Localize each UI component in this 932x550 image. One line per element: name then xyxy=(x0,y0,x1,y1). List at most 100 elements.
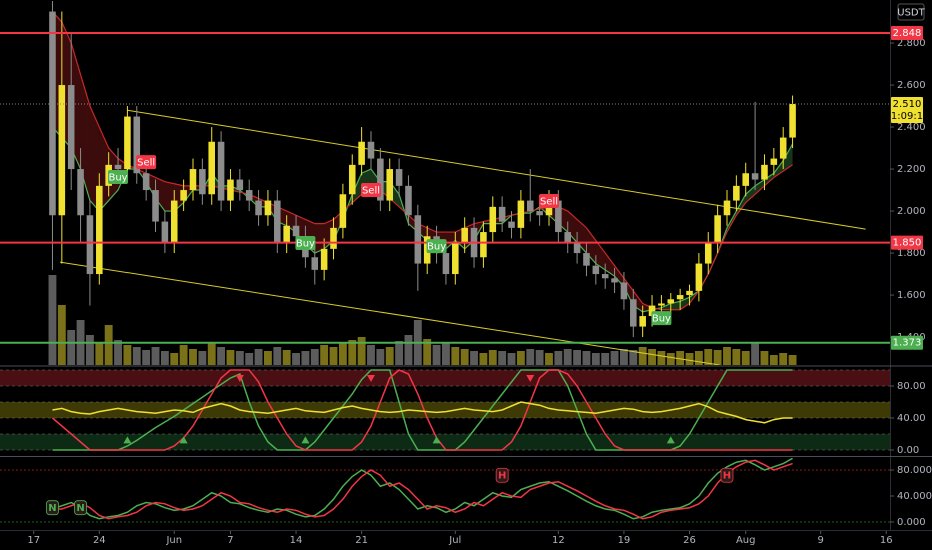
ribbon-fill xyxy=(783,143,793,172)
candle-body xyxy=(255,200,262,216)
x-tick-label: 26 xyxy=(683,535,696,546)
candle-body xyxy=(442,253,450,275)
pattern-box xyxy=(74,500,87,516)
signal-label: Sell xyxy=(540,196,558,207)
candle-body xyxy=(461,227,468,243)
candle-body xyxy=(536,211,543,216)
price-tag-label: 1.373 xyxy=(893,338,922,349)
candle-body xyxy=(49,11,56,216)
candle-body xyxy=(480,232,487,258)
volume-bar xyxy=(114,340,122,365)
ribbon-fill xyxy=(764,173,774,186)
volume-bar xyxy=(629,350,638,365)
candle-body xyxy=(714,215,721,243)
volume-bar xyxy=(189,349,197,365)
x-tick-label: 14 xyxy=(290,535,303,546)
volume-bar xyxy=(591,353,600,365)
candle-body xyxy=(564,232,572,243)
pattern-box xyxy=(720,467,734,483)
signal-box xyxy=(108,170,129,185)
volume-bar xyxy=(264,351,272,365)
candle-body xyxy=(761,164,768,180)
candle-body xyxy=(611,278,618,283)
ribbon-fill xyxy=(155,177,165,212)
volume-bar xyxy=(329,347,338,365)
y-tick-label: 2.200 xyxy=(897,164,926,175)
candle-body xyxy=(77,169,84,216)
pattern-box xyxy=(46,500,59,516)
volume-bar xyxy=(367,345,375,365)
volume-bar xyxy=(694,351,703,365)
y-tick-label: 40.00 xyxy=(897,413,926,424)
candle-body xyxy=(395,169,403,186)
trendline xyxy=(59,261,720,365)
volume-bar xyxy=(460,349,469,365)
candle-body xyxy=(630,299,637,327)
volume-bar xyxy=(648,349,656,365)
signal-triangle xyxy=(526,375,535,382)
candle-body xyxy=(86,215,94,275)
candle-body xyxy=(648,305,656,317)
ribbon-fill xyxy=(773,160,784,178)
volume-bar xyxy=(676,351,685,365)
volume-bar xyxy=(104,325,113,365)
x-tick-label: 12 xyxy=(552,535,565,546)
candle-body xyxy=(405,185,412,216)
candle-body xyxy=(555,200,562,233)
y-tick-label: 2.000 xyxy=(897,206,926,217)
price-tag-label: 2.848 xyxy=(893,28,922,39)
price-tag-label: 1.850 xyxy=(893,238,922,249)
signal-triangle xyxy=(123,436,132,444)
volume-bar xyxy=(723,347,731,365)
volume-bar xyxy=(235,351,244,365)
candle-body xyxy=(292,225,300,237)
volume-bar xyxy=(151,347,160,365)
candle-body xyxy=(686,290,693,296)
ribbon-fill xyxy=(745,185,756,203)
candle-body xyxy=(58,85,66,216)
volume-bar xyxy=(704,349,713,365)
volume-bar xyxy=(348,340,357,365)
x-tick-label: 16 xyxy=(880,535,893,546)
volume-bar xyxy=(451,347,460,365)
volume-bar xyxy=(282,350,291,365)
signal-label: Sell xyxy=(137,158,155,169)
candle-body xyxy=(414,215,422,264)
volume-bar xyxy=(741,351,750,365)
candle-body xyxy=(133,116,141,174)
stochastic-pane: N N H H xyxy=(0,458,890,523)
candle-body xyxy=(208,141,216,195)
ribbon-fill xyxy=(567,211,578,243)
volume-bar xyxy=(779,353,788,365)
signal-triangle xyxy=(666,436,675,444)
volume-bar xyxy=(638,347,647,365)
volume-bar xyxy=(732,349,741,365)
volume-bar xyxy=(179,345,188,365)
signal-box xyxy=(136,155,157,170)
x-tick-label: Jun xyxy=(165,535,182,546)
volume-bar xyxy=(292,353,300,365)
volume-bar xyxy=(207,343,216,365)
candle-body xyxy=(639,316,646,327)
pattern-box xyxy=(495,467,509,483)
volume-bar xyxy=(582,351,591,365)
price-tag xyxy=(891,96,923,123)
candle-body xyxy=(573,242,581,254)
volume-bar xyxy=(545,353,553,365)
currency-box xyxy=(897,3,925,21)
x-tick-label: 24 xyxy=(93,535,106,546)
candle-body xyxy=(170,200,178,243)
volume-bar xyxy=(516,351,525,365)
pattern-label: H xyxy=(723,471,731,482)
price-tag-label: 2.510 xyxy=(893,99,922,110)
signal-triangle xyxy=(179,436,188,444)
candle-body xyxy=(452,242,459,275)
x-tick-label: 9 xyxy=(817,535,823,546)
volume-bar xyxy=(217,347,226,365)
volume-bar xyxy=(713,350,722,365)
ribbon-fill xyxy=(595,240,606,270)
volume-bar xyxy=(507,353,516,365)
